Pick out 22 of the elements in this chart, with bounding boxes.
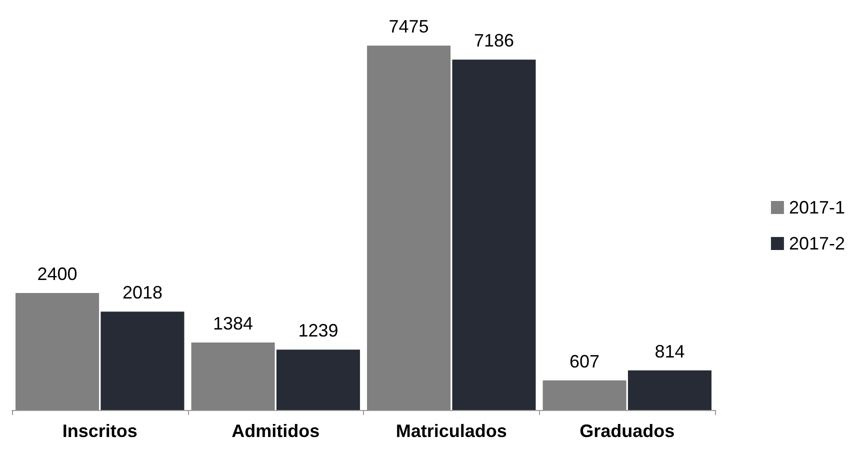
legend-label: 2017-2	[788, 234, 846, 254]
data-label: 1239	[298, 320, 338, 341]
bar	[542, 380, 626, 410]
data-label: 7186	[474, 30, 514, 51]
data-label: 607	[570, 351, 600, 372]
x-tick-label: Inscritos	[62, 421, 138, 441]
bar	[191, 342, 275, 410]
x-tick-label: Admitidos	[232, 421, 320, 441]
data-label: 2400	[37, 264, 78, 284]
x-tick-label: Graduados	[580, 421, 675, 441]
data-label: 2018	[122, 282, 162, 303]
bar	[367, 46, 451, 410]
data-label: 1384	[213, 314, 254, 334]
x-tick-label: Matriculados	[396, 421, 507, 441]
bar	[452, 60, 536, 410]
data-label: 814	[654, 341, 685, 362]
bar	[100, 312, 184, 410]
bar	[628, 370, 712, 410]
bar	[276, 350, 360, 410]
bar	[16, 293, 100, 410]
legend-label: 2017-1	[788, 198, 846, 218]
data-label: 7475	[388, 16, 429, 37]
